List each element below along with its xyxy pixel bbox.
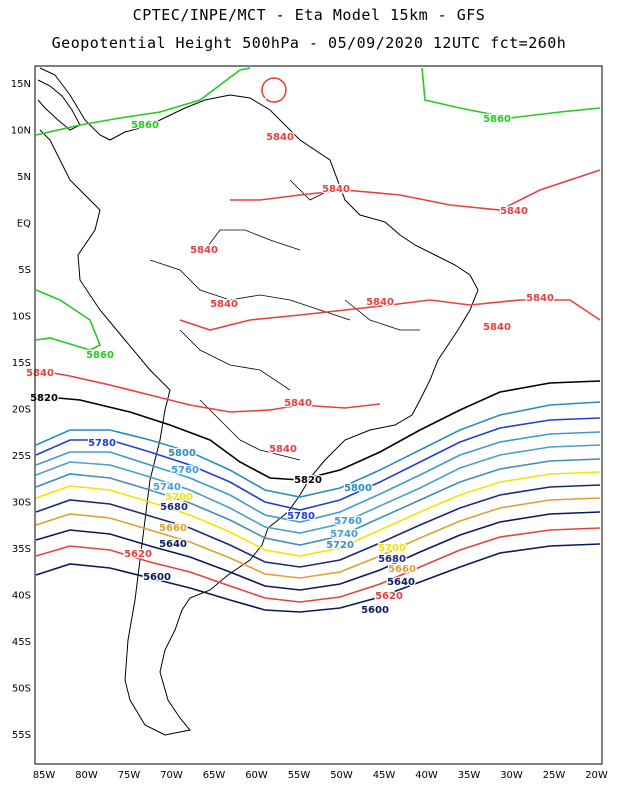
central-america-coastline	[37, 79, 81, 131]
contour-labels: 5860 5860 5860 5840 5840 5840 5840 5840 5840 5840…	[25, 113, 555, 618]
contour-label-5680: 5680	[378, 554, 406, 565]
longitude-label: 70W	[160, 770, 183, 781]
latitude-label: 45S	[12, 637, 31, 648]
contour-label-5740: 5740	[153, 482, 181, 493]
contour-label-5840: 5840	[284, 398, 312, 409]
contour-5860-ne	[421, 67, 601, 119]
contour-label-5780: 5780	[88, 438, 116, 449]
contour-5760	[35, 431, 601, 523]
contour-label-5700: 5700	[165, 492, 193, 503]
contour-label-5800: 5800	[344, 483, 372, 494]
contour-label-5760: 5760	[334, 516, 362, 527]
latitude-label: 50S	[12, 684, 31, 695]
latitude-label: 35S	[12, 544, 31, 555]
coastline-layer	[37, 67, 479, 736]
longitude-label: 85W	[33, 770, 56, 781]
latitude-label: 20S	[12, 405, 31, 416]
longitude-label: 55W	[288, 770, 311, 781]
latitude-label: 30S	[12, 498, 31, 509]
contour-5800	[35, 401, 601, 498]
contour-5680	[35, 484, 601, 568]
latitude-label: 55S	[12, 730, 31, 741]
contour-5840-loop	[261, 77, 287, 103]
contour-5660	[35, 497, 601, 579]
contour-label-5800: 5800	[168, 448, 196, 459]
contour-5700	[35, 471, 601, 557]
contour-label-5600: 5600	[143, 572, 171, 583]
longitude-label: 75W	[118, 770, 141, 781]
contour-label-5780: 5780	[287, 511, 315, 522]
longitude-label: 30W	[500, 770, 523, 781]
contour-label-5840: 5840	[269, 444, 297, 455]
longitude-label: 25W	[543, 770, 566, 781]
contour-label-5760: 5760	[171, 465, 199, 476]
contour-5840-south	[35, 369, 381, 413]
contour-label-5700: 5700	[378, 543, 406, 554]
contour-label-5860: 5860	[131, 120, 159, 131]
longitude-label: 50W	[330, 770, 353, 781]
contour-lines	[35, 67, 601, 613]
latitude-label: 10N	[11, 126, 31, 137]
contour-5780	[35, 417, 601, 511]
map-title: CPTEC/INPE/MCT - Eta Model 15km - GFS	[132, 6, 486, 24]
map-subtitle: Geopotential Height 500hPa - 05/09/2020 …	[51, 34, 567, 52]
contour-5600	[35, 543, 601, 613]
country-borders	[149, 179, 420, 461]
contour-5840-north	[230, 169, 601, 211]
longitude-label: 35W	[458, 770, 481, 781]
contour-5840-central	[179, 299, 601, 331]
contour-label-5660: 5660	[388, 564, 416, 575]
contour-5640	[35, 511, 601, 591]
longitude-label: 45W	[373, 770, 396, 781]
latitude-axis: 15N 10N 5N EQ 5S 10S 15S 20S 25S 30S 35S 40S 45S 50S 5…	[11, 79, 31, 741]
contour-label-5840: 5840	[500, 206, 528, 217]
contour-label-5840: 5840	[483, 322, 511, 333]
contour-label-5640: 5640	[159, 539, 187, 550]
contour-label-5840: 5840	[322, 184, 350, 195]
latitude-label: 25S	[12, 451, 31, 462]
map-frame	[34, 65, 603, 765]
longitude-label: 40W	[415, 770, 438, 781]
contour-label-5840: 5840	[266, 132, 294, 143]
contour-label-5600: 5600	[361, 605, 389, 616]
latitude-label: 15S	[12, 358, 31, 369]
contour-label-5680: 5680	[160, 502, 188, 513]
south-america-coastline	[39, 67, 479, 736]
longitude-label: 20W	[585, 770, 608, 781]
contour-label-5620: 5620	[124, 549, 152, 560]
longitude-axis: 85W 80W 75W 70W 65W 60W 55W 50W 45W 40W 35W 30W 25W 2…	[33, 770, 608, 781]
contour-label-5820: 5820	[30, 393, 58, 404]
contour-label-5840: 5840	[210, 299, 238, 310]
contour-5720	[35, 458, 601, 546]
latitude-label: 5S	[18, 265, 31, 276]
contour-label-5860: 5860	[86, 350, 114, 361]
contour-label-5820: 5820	[294, 475, 322, 486]
contour-label-5660: 5660	[159, 523, 187, 534]
longitude-label: 65W	[203, 770, 226, 781]
contour-label-5720: 5720	[326, 540, 354, 551]
latitude-label: 5N	[17, 172, 31, 183]
contour-label-5740: 5740	[330, 529, 358, 540]
contour-label-5840: 5840	[190, 245, 218, 256]
latitude-label: 40S	[12, 591, 31, 602]
longitude-label: 80W	[75, 770, 98, 781]
contour-label-5620: 5620	[375, 591, 403, 602]
latitude-label: EQ	[17, 219, 31, 230]
contour-5820	[35, 380, 601, 481]
contour-label-5640: 5640	[387, 577, 415, 588]
contour-5860-west	[35, 289, 102, 351]
contour-5860-north	[35, 67, 251, 136]
contour-label-5840: 5840	[366, 297, 394, 308]
contour-label-5840: 5840	[26, 368, 54, 379]
contour-label-5840: 5840	[526, 293, 554, 304]
contour-5740	[35, 444, 601, 534]
latitude-label: 10S	[12, 312, 31, 323]
contour-5620	[35, 527, 601, 603]
latitude-label: 15N	[11, 79, 31, 90]
contour-label-5860: 5860	[483, 114, 511, 125]
longitude-label: 60W	[245, 770, 268, 781]
